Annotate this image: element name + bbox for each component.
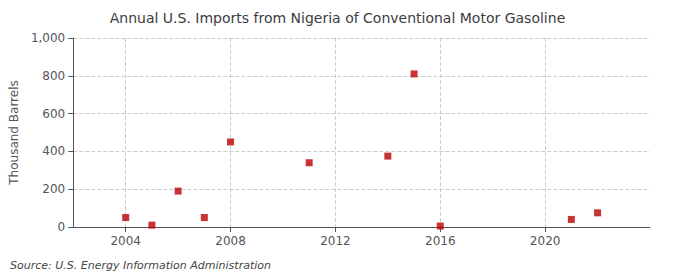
svg-text:600: 600: [42, 107, 65, 121]
svg-text:2008: 2008: [215, 234, 246, 248]
svg-text:Thousand Barrels: Thousand Barrels: [7, 80, 21, 185]
svg-text:400: 400: [42, 144, 65, 158]
svg-text:1,000: 1,000: [31, 31, 65, 45]
svg-text:0: 0: [58, 220, 66, 234]
svg-text:2020: 2020: [530, 234, 561, 248]
svg-text:2016: 2016: [425, 234, 456, 248]
svg-text:2012: 2012: [320, 234, 351, 248]
svg-text:200: 200: [42, 182, 65, 196]
svg-text:Source: U.S. Energy Informatio: Source: U.S. Energy Information Administ…: [10, 259, 271, 272]
svg-text:800: 800: [42, 69, 65, 83]
svg-text:Annual U.S. Imports from Niger: Annual U.S. Imports from Nigeria of Conv…: [110, 10, 566, 26]
svg-text:2004: 2004: [110, 234, 141, 248]
